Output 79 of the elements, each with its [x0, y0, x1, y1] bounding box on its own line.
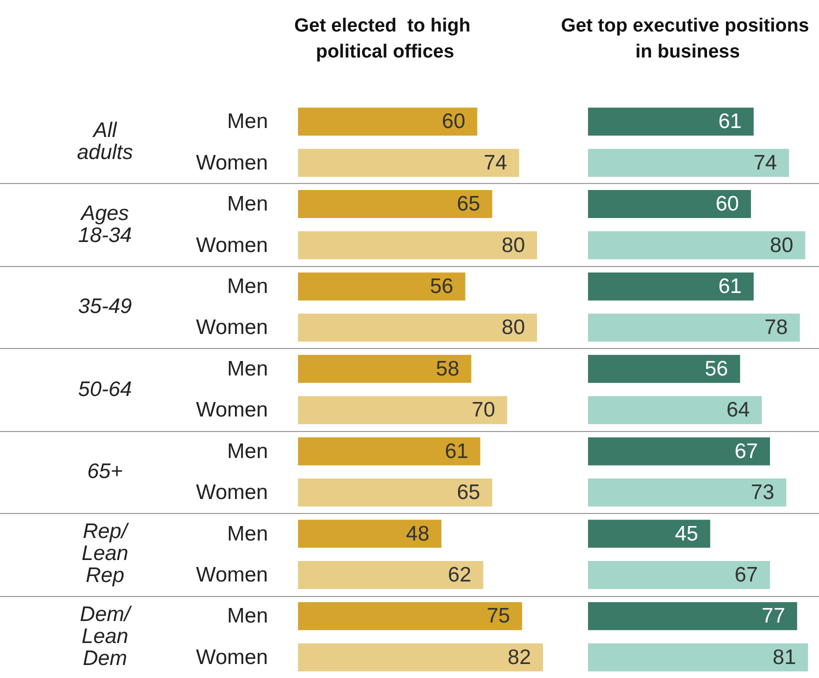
data-label: 62 — [448, 563, 472, 586]
data-label: 61 — [718, 110, 742, 134]
data-label: 48 — [406, 522, 430, 546]
data-label: 77 — [762, 604, 786, 628]
bar — [588, 354, 740, 383]
y-tick-label: Men — [227, 357, 268, 380]
text: 50-64 — [77, 378, 133, 400]
bar — [588, 396, 762, 424]
bar — [298, 520, 442, 548]
bar — [588, 478, 786, 507]
text: Rep/ Lean Rep — [80, 520, 130, 588]
y-tick-label: Men — [227, 192, 268, 216]
y-tick-label: Women — [196, 234, 268, 257]
y-tick-label: Men — [227, 274, 268, 298]
bar — [588, 148, 789, 177]
y-tick-label: Women — [196, 646, 268, 669]
y-tick-label: Men — [227, 440, 268, 463]
bar — [298, 148, 520, 177]
bar — [298, 108, 478, 136]
data-label: 56 — [430, 274, 454, 298]
bar — [298, 396, 508, 424]
bar — [588, 314, 800, 342]
bar — [588, 560, 770, 589]
data-label: 60 — [716, 192, 739, 216]
y-tick-label: Women — [196, 563, 268, 586]
text: 65+ — [86, 460, 124, 483]
bar — [298, 231, 538, 260]
bar — [588, 108, 754, 136]
data-label: 61 — [444, 440, 468, 463]
text: 35-49 — [77, 295, 133, 318]
data-label: 78 — [764, 316, 788, 340]
y-tick-label: Men — [227, 110, 268, 134]
bar — [298, 560, 484, 589]
y-tick-label: Women — [196, 481, 268, 504]
bar — [298, 478, 492, 507]
bar — [298, 437, 480, 466]
bar — [298, 602, 522, 630]
data-label: 67 — [734, 563, 758, 586]
bar — [588, 272, 754, 300]
bar — [588, 231, 806, 260]
y-tick-label: Men — [227, 604, 268, 628]
chart-title: Get elected to high political offices — [294, 16, 476, 62]
chart-title: Get top executive positions in business — [560, 16, 810, 62]
data-label: 73 — [750, 481, 774, 504]
y-tick-label: Women — [196, 316, 268, 340]
text: Ages 18-34 — [77, 202, 133, 247]
bar — [588, 602, 798, 630]
data-label: 56 — [704, 357, 728, 380]
bar — [298, 643, 543, 672]
y-tick-label: Women — [196, 398, 268, 422]
text: All adults — [76, 119, 134, 164]
data-label: 60 — [442, 110, 466, 134]
text: Dem/ Lean Dem — [78, 602, 133, 670]
bar — [298, 190, 492, 218]
bar — [298, 354, 472, 383]
data-label: 65 — [456, 481, 480, 504]
data-label: 58 — [436, 357, 460, 380]
bar — [588, 190, 751, 218]
data-label: 74 — [754, 151, 778, 174]
bar — [298, 272, 466, 300]
bar — [588, 643, 808, 672]
data-label: 70 — [472, 398, 496, 422]
bar — [588, 520, 710, 548]
y-tick-label: Women — [196, 151, 268, 174]
data-label: 61 — [718, 274, 742, 298]
data-label: 80 — [502, 316, 526, 340]
data-label: 45 — [674, 522, 698, 546]
data-label: 82 — [508, 646, 531, 669]
data-label: 67 — [734, 440, 758, 463]
data-label: 80 — [770, 234, 794, 257]
y-tick-label: Men — [227, 522, 268, 546]
bar — [298, 314, 538, 342]
bar — [588, 437, 770, 466]
data-label: 65 — [456, 192, 480, 216]
data-label: 81 — [772, 646, 796, 669]
data-label: 74 — [484, 151, 508, 174]
data-label: 80 — [502, 234, 526, 257]
data-label: 64 — [726, 398, 750, 422]
data-label: 75 — [486, 604, 510, 628]
